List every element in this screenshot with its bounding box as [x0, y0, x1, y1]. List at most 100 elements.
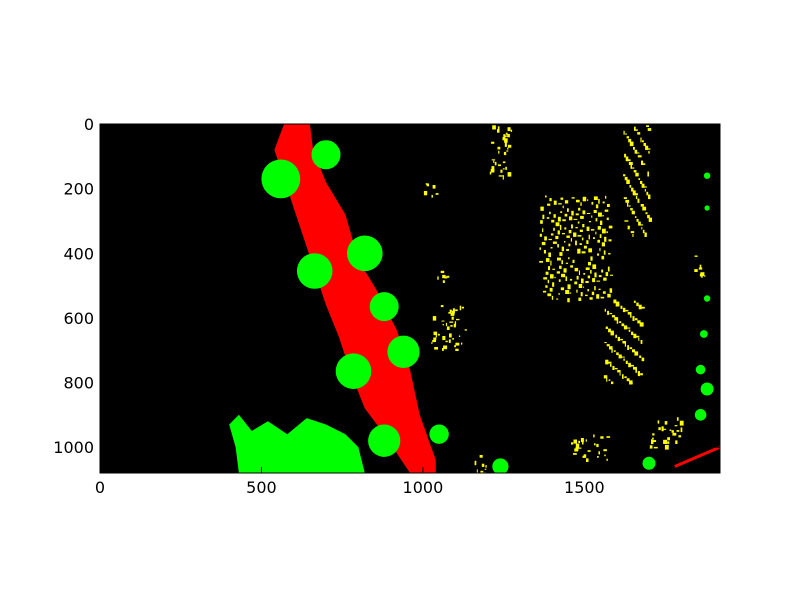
- yellow-speck: [597, 226, 601, 230]
- yellow-speck: [627, 182, 629, 184]
- yellow-speck: [566, 249, 569, 251]
- yellow-speck: [575, 227, 578, 229]
- yellow-speck: [432, 316, 437, 321]
- yellow-speck: [548, 238, 552, 241]
- yellow-speck: [598, 451, 600, 455]
- yellow-speck: [548, 252, 551, 258]
- yellow-speck: [585, 267, 590, 270]
- yellow-speck: [595, 218, 598, 222]
- yellow-region-9: [423, 183, 439, 198]
- y-tick-label: 400: [63, 244, 94, 263]
- yellow-speck: [569, 292, 572, 294]
- yellow-speck: [558, 279, 561, 282]
- yellow-speck: [564, 213, 568, 217]
- yellow-speck: [633, 366, 637, 370]
- yellow-speck: [502, 137, 506, 141]
- green-blob-8: [429, 424, 449, 444]
- yellow-speck: [564, 241, 566, 243]
- yellow-speck: [571, 224, 573, 229]
- yellow-speck: [600, 220, 603, 225]
- green-blob-5: [387, 335, 420, 368]
- yellow-speck: [549, 211, 551, 215]
- yellow-speck: [587, 199, 589, 201]
- yellow-speck: [629, 141, 634, 147]
- yellow-speck: [641, 160, 644, 165]
- yellow-speck: [577, 221, 580, 224]
- yellow-speck: [633, 300, 636, 303]
- yellow-speck: [559, 224, 562, 230]
- yellow-speck: [651, 439, 654, 445]
- yellow-speck: [442, 324, 444, 326]
- yellow-speck: [502, 175, 504, 180]
- yellow-speck: [605, 326, 608, 329]
- yellow-speck: [630, 231, 635, 234]
- yellow-speck: [645, 145, 649, 150]
- yellow-speck: [581, 278, 584, 284]
- yellow-speck: [583, 245, 587, 249]
- yellow-speck: [464, 329, 467, 331]
- yellow-speck: [653, 440, 657, 442]
- yellow-speck: [597, 239, 600, 243]
- yellow-speck: [591, 291, 595, 296]
- green-blob-13: [703, 295, 711, 302]
- yellow-speck: [631, 187, 634, 192]
- yellow-speck: [440, 305, 444, 308]
- yellow-speck: [586, 240, 589, 244]
- yellow-speck: [585, 294, 588, 297]
- yellow-speck: [610, 363, 612, 367]
- yellow-speck: [636, 152, 640, 154]
- yellow-speck: [629, 185, 632, 188]
- yellow-speck: [671, 430, 674, 433]
- yellow-speck: [637, 155, 642, 158]
- yellow-speck: [445, 340, 448, 343]
- yellow-speck: [634, 216, 637, 218]
- yellow-speck: [576, 199, 580, 203]
- green-blob-7: [368, 424, 401, 457]
- yellow-speck: [554, 276, 556, 279]
- yellow-speck: [637, 320, 641, 324]
- yellow-speck: [580, 202, 582, 206]
- yellow-speck: [498, 150, 500, 154]
- yellow-speck: [653, 446, 658, 449]
- yellow-speck: [623, 325, 628, 330]
- yellow-speck: [597, 253, 599, 256]
- yellow-speck: [603, 449, 607, 452]
- yellow-speck: [662, 428, 667, 430]
- yellow-speck: [549, 287, 553, 292]
- yellow-speck: [638, 178, 641, 180]
- yellow-speck: [667, 441, 670, 444]
- yellow-speck: [624, 376, 627, 379]
- yellow-speck: [581, 251, 586, 254]
- yellow-speck: [432, 185, 436, 189]
- yellow-speck: [497, 146, 501, 150]
- yellow-speck: [454, 345, 456, 348]
- yellow-speck: [624, 343, 626, 347]
- yellow-speck: [553, 227, 555, 231]
- yellow-speck: [667, 437, 670, 441]
- yellow-speck: [555, 222, 560, 227]
- yellow-speck: [442, 348, 444, 351]
- yellow-speck: [552, 268, 555, 270]
- yellow-speck: [620, 338, 623, 341]
- yellow-speck: [632, 233, 634, 237]
- yellow-speck: [596, 294, 600, 299]
- yellow-speck: [648, 194, 651, 200]
- yellow-speck: [578, 447, 582, 449]
- green-blob-10: [642, 456, 656, 470]
- yellow-speck: [600, 436, 604, 439]
- yellow-speck: [616, 319, 619, 324]
- yellow-speck: [628, 205, 631, 207]
- yellow-speck: [623, 358, 625, 361]
- yellow-speck: [503, 134, 506, 139]
- yellow-speck: [628, 162, 633, 165]
- yellow-speck: [455, 309, 458, 312]
- yellow-speck: [631, 382, 633, 384]
- yellow-speck: [564, 227, 567, 230]
- yellow-speck: [553, 200, 557, 205]
- yellow-speck: [557, 216, 561, 222]
- yellow-speck: [503, 151, 507, 156]
- yellow-speck: [582, 210, 586, 215]
- yellow-speck: [547, 293, 552, 297]
- yellow-speck: [657, 420, 660, 424]
- yellow-speck: [549, 198, 552, 202]
